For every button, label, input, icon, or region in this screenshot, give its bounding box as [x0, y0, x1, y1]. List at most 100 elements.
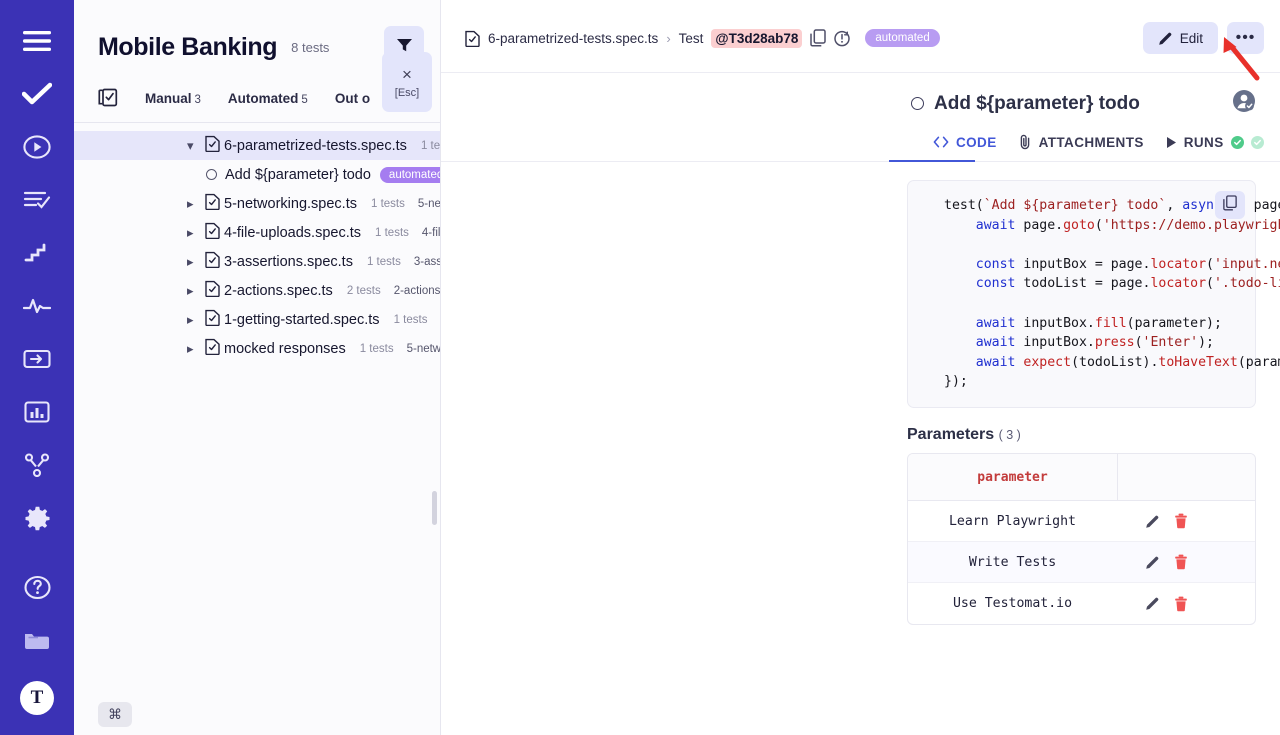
tree-test-label: Add ${parameter} todo [225, 166, 371, 183]
check-icon[interactable] [14, 71, 60, 117]
test-title-row: Add ${parameter} todo [441, 73, 1280, 118]
tree-file-path: 3-assertions.spec.ts [413, 255, 440, 268]
tab-attachments[interactable]: ATTACHMENTS [997, 134, 1144, 161]
edit-button[interactable]: Edit [1142, 22, 1218, 54]
tab-manual[interactable]: Manual 3 [145, 91, 201, 106]
tree-row[interactable]: ▸ mocked responses 1 tests 5-networking.… [74, 334, 440, 363]
pencil-icon[interactable] [1145, 514, 1160, 529]
run-status-passed-icon [1230, 135, 1244, 149]
tree-row[interactable]: ▾ 6-parametrized-tests.spec.ts 1 tests 6… [74, 131, 440, 160]
breadcrumb-file[interactable]: 6-parametrized-tests.spec.ts [488, 30, 659, 46]
more-options-button[interactable]: ••• [1227, 22, 1264, 54]
tab-automated[interactable]: Automated 5 [228, 91, 308, 106]
stairs-icon[interactable] [14, 230, 60, 276]
file-check-icon [205, 309, 220, 330]
tree-row[interactable]: ▸ 4-file-uploads.spec.ts 1 tests 4-file-… [74, 218, 440, 247]
run-status-passed-faded-icon [1250, 135, 1264, 149]
parameters-heading-text: Parameters [907, 426, 995, 443]
tab-automated-label: Automated [227, 90, 299, 106]
tree-file-path: 2-actions.spec.ts [393, 284, 440, 297]
tree-file-name: 1-getting-started.spec.ts [224, 311, 380, 328]
chevron-right-icon[interactable]: ▸ [187, 282, 194, 298]
tree-file-tests: 1 tests [359, 342, 394, 355]
row-actions [1117, 554, 1255, 570]
trash-icon[interactable] [1174, 554, 1188, 570]
table-row[interactable]: Write Tests [908, 542, 1255, 583]
table-row[interactable]: Use Testomat.io [908, 583, 1255, 624]
tab-automated-count: 5 [301, 93, 308, 106]
clock-alert-icon[interactable] [834, 30, 851, 47]
app-logo[interactable]: T [20, 681, 54, 715]
chevron-right-icon[interactable]: ▸ [187, 253, 194, 269]
parameter-value: Learn Playwright [948, 513, 1077, 529]
parameter-value: Use Testomat.io [952, 596, 1073, 611]
tree-file-name: mocked responses [224, 340, 346, 357]
tab-manual-count: 3 [194, 93, 201, 106]
checklist-icon[interactable] [98, 88, 118, 108]
breadcrumb: 6-parametrized-tests.spec.ts › Test @T3d… [441, 0, 1280, 81]
chevron-right-icon[interactable]: ▸ [187, 224, 194, 240]
chevron-down-icon[interactable]: ▾ [187, 137, 194, 153]
panel-scrollbar[interactable] [432, 491, 437, 525]
trash-icon[interactable] [1174, 513, 1188, 529]
tree-row[interactable]: ▸ 1-getting-started.spec.ts 1 tests 1-ge… [74, 305, 440, 334]
tree-file-name: 5-networking.spec.ts [224, 195, 357, 212]
chevron-right-icon[interactable]: ▸ [187, 340, 194, 356]
tree-child-test[interactable]: Add ${parameter} todo automated [74, 160, 440, 189]
file-check-icon [205, 193, 220, 214]
tab-runs[interactable]: RUNS [1144, 134, 1264, 161]
tab-runs-label: RUNS [1183, 134, 1224, 150]
breadcrumb-separator: › [666, 30, 671, 46]
status-badge: automated [379, 166, 440, 183]
pencil-icon[interactable] [1145, 596, 1160, 611]
command-key-button[interactable]: ⌘ [98, 702, 132, 727]
chevron-right-icon[interactable]: ▸ [187, 311, 194, 327]
tab-code[interactable]: CODE [889, 134, 997, 162]
parameter-value: Write Tests [968, 554, 1057, 570]
tree-file-name: 3-assertions.spec.ts [224, 253, 353, 270]
file-check-icon [205, 135, 220, 156]
play-circle-icon[interactable] [14, 124, 60, 170]
chevron-right-icon[interactable]: ▸ [187, 195, 194, 211]
table-row[interactable]: Learn Playwright [908, 501, 1255, 542]
copy-code-button[interactable] [1215, 191, 1245, 219]
list-check-icon[interactable] [14, 177, 60, 223]
row-actions [1117, 513, 1255, 529]
tree-file-path: 4-file-uploads.spe [421, 226, 440, 239]
empty-circle-icon [206, 169, 217, 180]
close-icon[interactable]: × [402, 64, 412, 84]
share-branch-icon[interactable] [14, 442, 60, 488]
icon-rail: T [0, 0, 74, 735]
import-box-icon[interactable] [14, 336, 60, 382]
tab-outdated[interactable]: Out o [335, 91, 370, 106]
ellipsis-icon: ••• [1235, 29, 1256, 46]
pencil-icon[interactable] [1145, 555, 1160, 570]
tree-row[interactable]: ▸ 5-networking.spec.ts 1 tests 5-network… [74, 189, 440, 218]
tab-history[interactable]: HISTORY [1264, 134, 1280, 161]
pencil-icon [1158, 31, 1173, 46]
gear-icon[interactable] [14, 495, 60, 541]
trash-icon[interactable] [1174, 596, 1188, 612]
test-tag-badge[interactable]: @T3d28ab78 [711, 28, 803, 48]
help-circle-icon[interactable] [14, 564, 60, 610]
tree-row[interactable]: ▸ 2-actions.spec.ts 2 tests 2-actions.sp… [74, 276, 440, 305]
column-header-parameter: parameter [977, 469, 1048, 485]
tree-file-tests: 1 tests [370, 197, 405, 210]
tree-row[interactable]: ▸ 3-assertions.spec.ts 1 tests 3-asserti… [74, 247, 440, 276]
activity-pulse-icon[interactable] [14, 283, 60, 329]
code-block: test(`Add ${parameter} todo`, async ({ p… [907, 180, 1280, 408]
bar-chart-icon[interactable] [14, 389, 60, 435]
column-header-actions [1117, 454, 1255, 501]
tree-file-tests: 1 tests [420, 139, 440, 152]
hamburger-menu-icon[interactable] [14, 18, 60, 64]
tree-file-tests: 1 tests [393, 313, 428, 326]
filter-escape-popup[interactable]: × [Esc] [382, 52, 432, 112]
copy-icon[interactable] [810, 29, 827, 47]
tree-file-tests: 1 tests [375, 226, 409, 239]
panel-tabs: Manual 3 Automated 5 Out o [74, 80, 440, 123]
paperclip-icon [1019, 134, 1032, 150]
breadcrumb-test-word: Test [678, 30, 704, 46]
folder-icon[interactable] [14, 617, 60, 663]
user-check-avatar-icon[interactable] [1232, 89, 1256, 118]
